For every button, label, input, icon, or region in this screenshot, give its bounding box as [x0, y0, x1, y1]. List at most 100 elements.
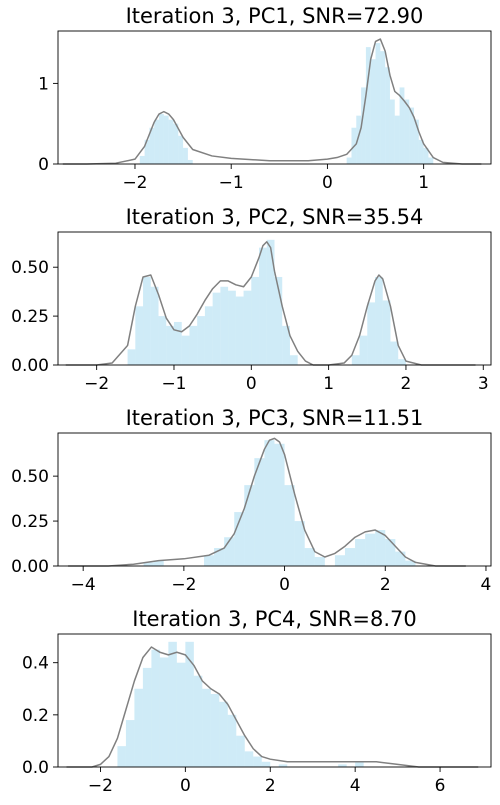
histogram-bar: [304, 548, 315, 566]
histogram-bar: [382, 300, 391, 365]
histogram-bar: [204, 555, 215, 566]
x-tick-label: −2: [171, 575, 196, 595]
axes-frame: [57, 231, 492, 366]
y-tick-label: 0.2: [22, 706, 49, 726]
histogram-bar: [189, 325, 198, 365]
histogram-bar: [187, 159, 193, 164]
histogram-bar: [266, 239, 275, 365]
histogram-bar: [395, 551, 406, 566]
x-tick-label: 4: [481, 575, 492, 595]
x-tick-label: −2: [122, 173, 147, 193]
histogram-bar: [168, 119, 174, 164]
histogram-bar: [284, 485, 295, 566]
y-tick-label: 1: [38, 74, 49, 94]
histogram-bar: [385, 67, 390, 164]
histogram-bar: [334, 555, 345, 566]
kde-line: [68, 437, 466, 567]
x-tick-label: 0: [180, 776, 191, 796]
histogram-bar: [380, 51, 386, 164]
x-tick-label: 2: [380, 575, 391, 595]
histogram-bar: [274, 443, 285, 566]
histogram-bar: [375, 276, 383, 365]
histogram-bar: [338, 764, 347, 767]
histogram-bar: [159, 657, 169, 767]
histogram-bar: [143, 562, 154, 566]
y-tick-label: 0.25: [11, 307, 49, 327]
histogram-bar: [142, 667, 152, 767]
y-tick-label: 0.0: [22, 758, 49, 778]
histogram-bar: [173, 123, 179, 164]
histogram-bar: [394, 115, 400, 164]
histogram-bar: [154, 119, 160, 164]
histogram-bar: [244, 485, 255, 566]
histogram-bar: [227, 714, 237, 767]
histogram-bar: [125, 720, 135, 767]
histogram-bar: [159, 114, 164, 164]
histogram-bar: [346, 157, 352, 164]
x-tick-label: 2: [265, 776, 276, 796]
x-tick-label: 0: [246, 374, 257, 394]
histogram-bar: [117, 746, 126, 767]
histogram-bar: [134, 688, 143, 767]
histogram-bar: [253, 756, 262, 767]
histogram-bar: [278, 764, 288, 767]
subplot-3: Iteration 3, PC3, SNR=11.51 −4 −2 0 2 4 0.00 0.…: [11, 406, 492, 595]
x-tick-label: 6: [435, 776, 446, 796]
histogram-bar: [418, 139, 424, 164]
x-tick-label: 4: [350, 776, 361, 796]
x-tick-label: −2: [88, 776, 113, 796]
histogram-bar: [158, 316, 167, 365]
histogram-bar: [390, 341, 399, 365]
y-tick-label: 0.50: [11, 467, 49, 487]
histogram-bar: [151, 649, 160, 767]
x-tick-label: 0: [322, 173, 333, 193]
kde-line: [65, 241, 476, 366]
x-tick-label: 2: [401, 374, 412, 394]
histogram: [139, 43, 434, 165]
histogram-bar: [228, 290, 236, 365]
histogram-bar: [428, 157, 434, 164]
histogram-bar: [236, 735, 245, 767]
kde-line: [62, 38, 482, 165]
histogram: [127, 239, 406, 365]
histogram-bar: [274, 276, 283, 365]
histogram-bar: [261, 761, 271, 767]
histogram-bar: [153, 560, 164, 566]
histogram-bar: [183, 147, 188, 164]
histogram-bar: [127, 349, 136, 365]
histogram-bar: [244, 751, 254, 767]
x-tick-label: −1: [161, 374, 186, 394]
histogram-bar: [423, 147, 429, 164]
histogram-bar: [409, 107, 415, 164]
y-tick-label: 0.50: [11, 258, 49, 278]
y-tick-label: 0.4: [22, 654, 49, 674]
axes-frame: [57, 30, 492, 165]
histogram-bar: [251, 276, 260, 365]
histogram: [143, 440, 416, 566]
histogram-bar: [219, 701, 228, 767]
subplot-title: Iteration 3, PC2, SNR=35.54: [126, 205, 424, 229]
histogram-bar: [143, 276, 151, 365]
y-tick-label: 0.00: [11, 356, 49, 376]
histogram-bar: [365, 533, 376, 566]
x-tick-label: −4: [71, 575, 96, 595]
histogram-bar: [135, 306, 144, 365]
x-tick-label: 1: [418, 173, 429, 193]
histogram: [117, 641, 364, 767]
histogram-bar: [181, 335, 190, 365]
x-tick-label: 0: [279, 575, 290, 595]
subplot-2: Iteration 3, PC2, SNR=35.54 −2 −1 0 1 2 3 0.00 0…: [11, 205, 492, 394]
histogram-bar: [178, 135, 184, 164]
histogram-bar: [259, 247, 267, 365]
histogram-bar: [264, 440, 275, 566]
histogram-bar: [254, 458, 265, 566]
histogram-bar: [149, 127, 155, 164]
histogram-bar: [139, 155, 145, 164]
y-tick-label: 0: [38, 155, 49, 175]
histogram-bar: [234, 512, 245, 566]
histogram-bar: [405, 560, 416, 566]
histogram-bar: [375, 530, 386, 566]
histogram-bar: [314, 557, 325, 566]
histogram-bar: [282, 325, 290, 365]
